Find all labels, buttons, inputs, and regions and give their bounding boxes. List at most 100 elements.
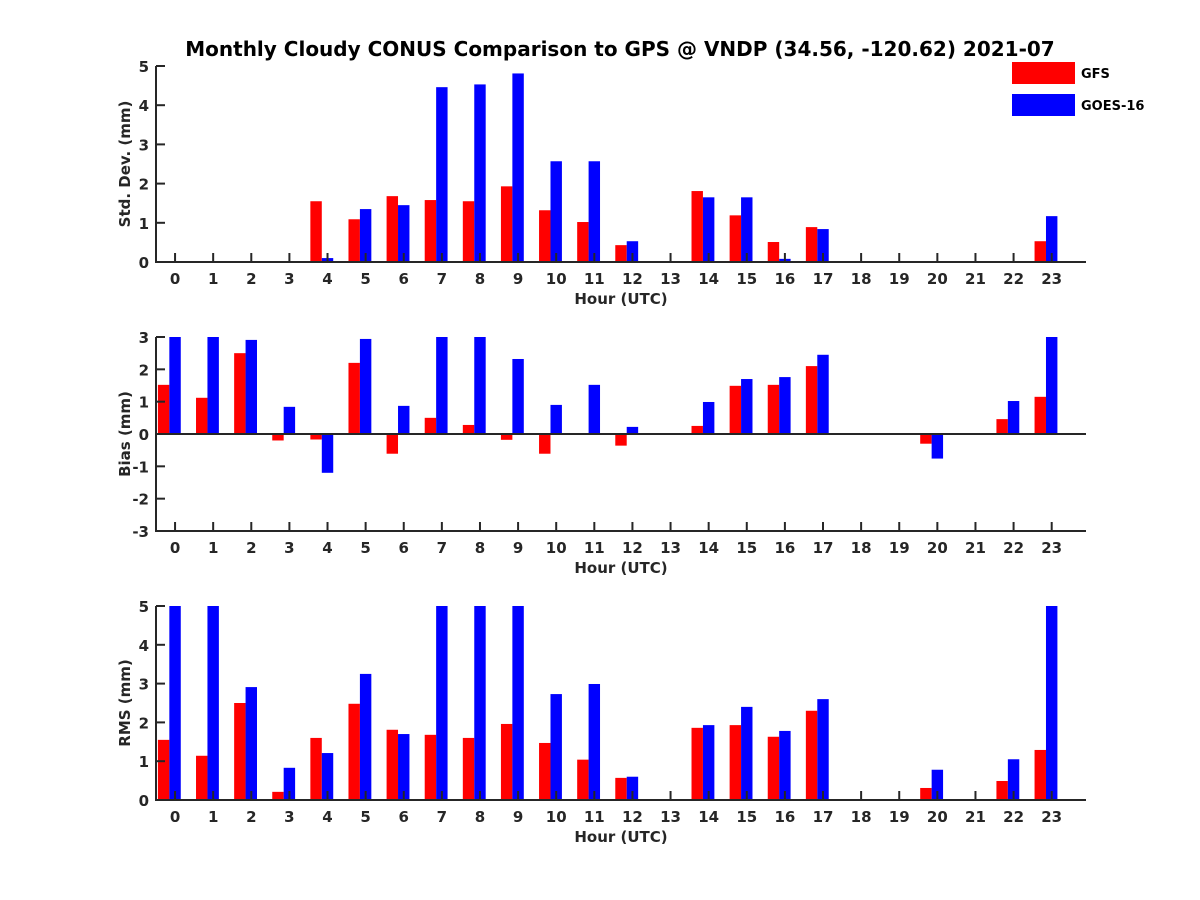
x-tick-label-bias: 9 bbox=[513, 539, 523, 557]
y-tick-label-bias: -2 bbox=[132, 491, 149, 509]
x-tick-label-bias: 6 bbox=[399, 539, 409, 557]
x-tick-label-rms: 8 bbox=[475, 808, 485, 826]
bar-std-dev-gfs-hour-23 bbox=[1034, 241, 1046, 262]
legend-label-goes-16: GOES-16 bbox=[1081, 99, 1144, 114]
x-tick-label-std-dev: 10 bbox=[546, 270, 567, 288]
y-tick-label-std-dev: 1 bbox=[139, 215, 149, 233]
bar-rms-gfs-hour-8 bbox=[462, 737, 475, 800]
x-tick-label-bias: 1 bbox=[208, 539, 218, 557]
bar-rms-gfs-hour-22 bbox=[996, 780, 1008, 800]
bar-bias-goes-16-hour-12 bbox=[626, 426, 639, 434]
x-tick-label-rms: 21 bbox=[965, 808, 986, 826]
bar-rms-goes-16-hour-8 bbox=[474, 606, 486, 800]
bar-bias-gfs-hour-23 bbox=[1034, 396, 1046, 434]
bar-rms-gfs-hour-12 bbox=[615, 777, 627, 800]
x-tick-label-std-dev: 7 bbox=[437, 270, 447, 288]
x-tick-label-rms: 10 bbox=[546, 808, 567, 826]
x-tick-label-rms: 4 bbox=[322, 808, 332, 826]
bar-rms-gfs-hour-4 bbox=[310, 737, 322, 800]
bar-rms-gfs-hour-17 bbox=[805, 710, 818, 800]
bar-std-dev-goes-16-hour-9 bbox=[512, 73, 524, 262]
y-tick-label-bias: -1 bbox=[132, 458, 149, 476]
x-tick-label-std-dev: 15 bbox=[736, 270, 757, 288]
y-tick-label-rms: 4 bbox=[139, 637, 149, 655]
bar-std-dev-gfs-hour-7 bbox=[424, 200, 437, 262]
bar-bias-gfs-hour-17 bbox=[805, 366, 818, 434]
x-tick-label-bias: 3 bbox=[284, 539, 294, 557]
x-tick-label-bias: 13 bbox=[660, 539, 681, 557]
y-tick-label-std-dev: 0 bbox=[139, 254, 149, 272]
bar-std-dev-goes-16-hour-11 bbox=[588, 161, 601, 262]
x-tick-label-bias: 16 bbox=[774, 539, 795, 557]
x-tick-label-bias: 19 bbox=[889, 539, 910, 557]
x-tick-label-std-dev: 21 bbox=[965, 270, 986, 288]
legend: GFS GOES-16 bbox=[1012, 62, 1144, 116]
bar-rms-goes-16-hour-14 bbox=[702, 725, 715, 800]
x-tick-label-bias: 12 bbox=[622, 539, 643, 557]
bar-bias-goes-16-hour-20 bbox=[931, 434, 944, 459]
x-tick-label-bias: 22 bbox=[1003, 539, 1024, 557]
bar-bias-gfs-hour-20 bbox=[920, 434, 932, 444]
bar-std-dev-gfs-hour-11 bbox=[577, 222, 589, 262]
bar-rms-gfs-hour-0 bbox=[157, 739, 170, 800]
bar-rms-goes-16-hour-23 bbox=[1045, 606, 1058, 800]
bar-bias-gfs-hour-7 bbox=[424, 417, 437, 434]
bar-bias-gfs-hour-9 bbox=[500, 434, 513, 440]
x-tick-label-std-dev: 13 bbox=[660, 270, 681, 288]
x-tick-label-bias: 10 bbox=[546, 539, 567, 557]
bar-rms-goes-16-hour-22 bbox=[1007, 759, 1020, 800]
bar-bias-goes-16-hour-9 bbox=[512, 358, 524, 434]
x-tick-label-bias: 5 bbox=[360, 539, 370, 557]
y-tick-label-std-dev: 3 bbox=[139, 136, 149, 154]
legend-swatch-goes-16 bbox=[1012, 94, 1075, 116]
x-tick-label-rms: 3 bbox=[284, 808, 294, 826]
bar-std-dev-goes-16-hour-8 bbox=[474, 84, 486, 262]
x-tick-label-std-dev: 18 bbox=[851, 270, 872, 288]
bar-bias-gfs-hour-8 bbox=[462, 424, 475, 434]
x-tick-label-rms: 0 bbox=[170, 808, 180, 826]
bar-bias-goes-16-hour-14 bbox=[702, 401, 715, 434]
bar-bias-gfs-hour-22 bbox=[996, 419, 1008, 434]
bar-bias-gfs-hour-15 bbox=[729, 385, 742, 434]
x-tick-label-std-dev: 16 bbox=[774, 270, 795, 288]
bar-rms-goes-16-hour-2 bbox=[245, 687, 257, 800]
x-tick-label-std-dev: 5 bbox=[360, 270, 370, 288]
x-tick-label-bias: 0 bbox=[170, 539, 180, 557]
y-tick-label-rms: 0 bbox=[139, 792, 149, 810]
bar-std-dev-gfs-hour-5 bbox=[348, 219, 360, 262]
x-tick-label-std-dev: 2 bbox=[246, 270, 256, 288]
x-tick-label-bias: 15 bbox=[736, 539, 757, 557]
x-tick-label-rms: 6 bbox=[399, 808, 409, 826]
bar-bias-goes-16-hour-5 bbox=[359, 338, 372, 434]
bar-bias-gfs-hour-4 bbox=[310, 434, 322, 440]
bar-bias-gfs-hour-5 bbox=[348, 362, 360, 434]
bar-rms-goes-16-hour-11 bbox=[588, 683, 601, 800]
x-tick-label-rms: 1 bbox=[208, 808, 218, 826]
x-tick-label-bias: 7 bbox=[437, 539, 447, 557]
bar-bias-goes-16-hour-17 bbox=[817, 354, 829, 434]
y-tick-label-bias: 1 bbox=[139, 394, 149, 412]
x-tick-label-std-dev: 22 bbox=[1003, 270, 1024, 288]
bar-bias-goes-16-hour-7 bbox=[436, 337, 448, 434]
bar-bias-gfs-hour-1 bbox=[196, 397, 208, 434]
x-axis-label-std-dev: Hour (UTC) bbox=[574, 290, 667, 308]
bar-std-dev-goes-16-hour-14 bbox=[702, 197, 715, 262]
x-tick-label-std-dev: 11 bbox=[584, 270, 605, 288]
bar-bias-gfs-hour-2 bbox=[234, 353, 246, 434]
bar-rms-gfs-hour-14 bbox=[691, 727, 703, 800]
x-tick-label-std-dev: 8 bbox=[475, 270, 485, 288]
bar-std-dev-gfs-hour-16 bbox=[767, 242, 780, 262]
bar-bias-goes-16-hour-10 bbox=[550, 404, 562, 434]
bars-std-dev bbox=[310, 73, 1058, 262]
x-tick-label-std-dev: 1 bbox=[208, 270, 218, 288]
bar-std-dev-goes-16-hour-15 bbox=[741, 197, 753, 262]
bar-std-dev-goes-16-hour-7 bbox=[436, 87, 448, 262]
bars-rms bbox=[157, 606, 1058, 800]
bar-bias-goes-16-hour-22 bbox=[1007, 401, 1020, 434]
x-tick-label-bias: 2 bbox=[246, 539, 256, 557]
bar-bias-goes-16-hour-15 bbox=[741, 379, 753, 434]
bar-rms-gfs-hour-1 bbox=[196, 755, 208, 800]
x-tick-label-std-dev: 12 bbox=[622, 270, 643, 288]
